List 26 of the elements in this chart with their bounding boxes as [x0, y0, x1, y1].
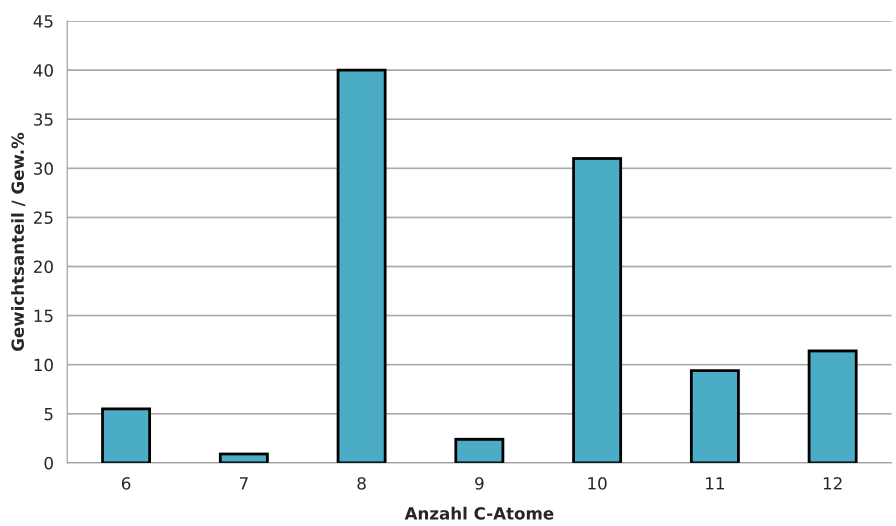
y-tick-label: 35 — [34, 113, 53, 126]
bar — [101, 407, 152, 463]
bar — [690, 369, 740, 463]
x-axis-title: Anzahl C-Atome — [404, 506, 554, 520]
x-tick-label: 7 — [240, 477, 248, 490]
y-tick-label: 10 — [34, 358, 53, 372]
y-tick-label: 15 — [34, 310, 53, 322]
bar — [572, 157, 622, 463]
y-axis-title: Gewichtsanteil / Gew.% — [11, 132, 26, 351]
bar — [336, 68, 387, 463]
bar — [454, 438, 504, 463]
y-tick-label: 40 — [34, 64, 53, 77]
y-tick-label: 5 — [44, 408, 53, 420]
y-tick-label: 30 — [34, 162, 53, 175]
bar — [808, 350, 858, 463]
x-tick-label: 6 — [122, 477, 130, 490]
bar — [218, 452, 269, 463]
x-tick-label: 9 — [475, 477, 484, 490]
x-tick-label: 11 — [706, 477, 724, 490]
x-tick-label: 8 — [357, 477, 366, 490]
y-tick-label: 25 — [34, 211, 53, 224]
y-tick-label: 45 — [34, 15, 53, 28]
x-tick-label: 10 — [588, 477, 607, 490]
x-tick-label: 12 — [824, 477, 842, 490]
y-tick-label: 0 — [44, 456, 53, 470]
y-tick-label: 20 — [34, 260, 53, 274]
